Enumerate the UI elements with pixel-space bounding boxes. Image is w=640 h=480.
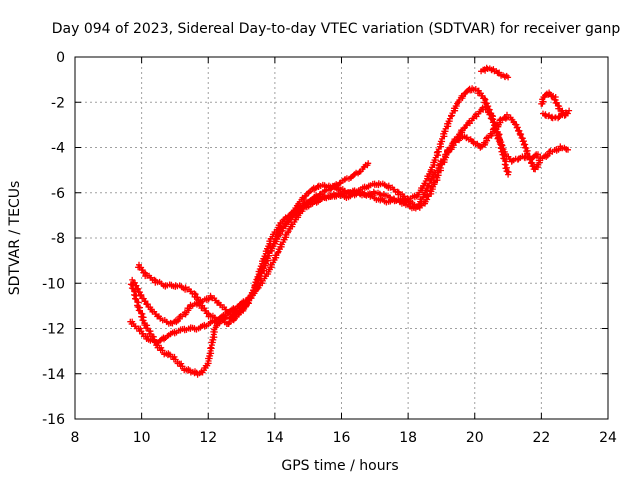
- series-4: [135, 85, 541, 327]
- x-tick-label: 14: [266, 430, 284, 446]
- tick-labels: 8 10 12 14 16 18 20 22 24 0 -2 -4 -6 -8 -10 -12 -14 -16: [42, 50, 617, 446]
- y-tick-label: -10: [42, 276, 65, 292]
- y-tick-label: -8: [51, 231, 65, 247]
- y-tick-label: -2: [51, 95, 65, 111]
- axis-ticks: [74, 56, 609, 420]
- x-tick-label: 10: [133, 430, 151, 446]
- series-5: [478, 64, 512, 81]
- chart-title: Day 094 of 2023, Sidereal Day-to-day VTE…: [52, 21, 621, 37]
- data-points: [127, 64, 573, 378]
- y-axis-label: SDTVAR / TECUs: [7, 181, 23, 296]
- series-markers: [135, 85, 541, 327]
- x-tick-label: 18: [399, 430, 417, 446]
- grid-lines: [75, 57, 608, 419]
- x-tick-label: 12: [199, 430, 217, 446]
- x-tick-label: 20: [466, 430, 484, 446]
- series-markers: [478, 64, 512, 81]
- y-tick-label: -16: [42, 412, 65, 428]
- y-tick-label: -14: [42, 367, 65, 383]
- series-markers: [538, 89, 573, 122]
- x-tick-label: 22: [532, 430, 550, 446]
- y-tick-label: 0: [56, 50, 65, 66]
- y-tick-label: -6: [51, 186, 65, 202]
- y-tick-label: -4: [51, 141, 65, 157]
- x-tick-label: 16: [333, 430, 351, 446]
- y-tick-label: -12: [42, 322, 65, 338]
- series-6: [538, 89, 573, 122]
- x-tick-label: 8: [71, 430, 80, 446]
- x-axis-label: GPS time / hours: [281, 458, 398, 474]
- x-tick-label: 24: [599, 430, 617, 446]
